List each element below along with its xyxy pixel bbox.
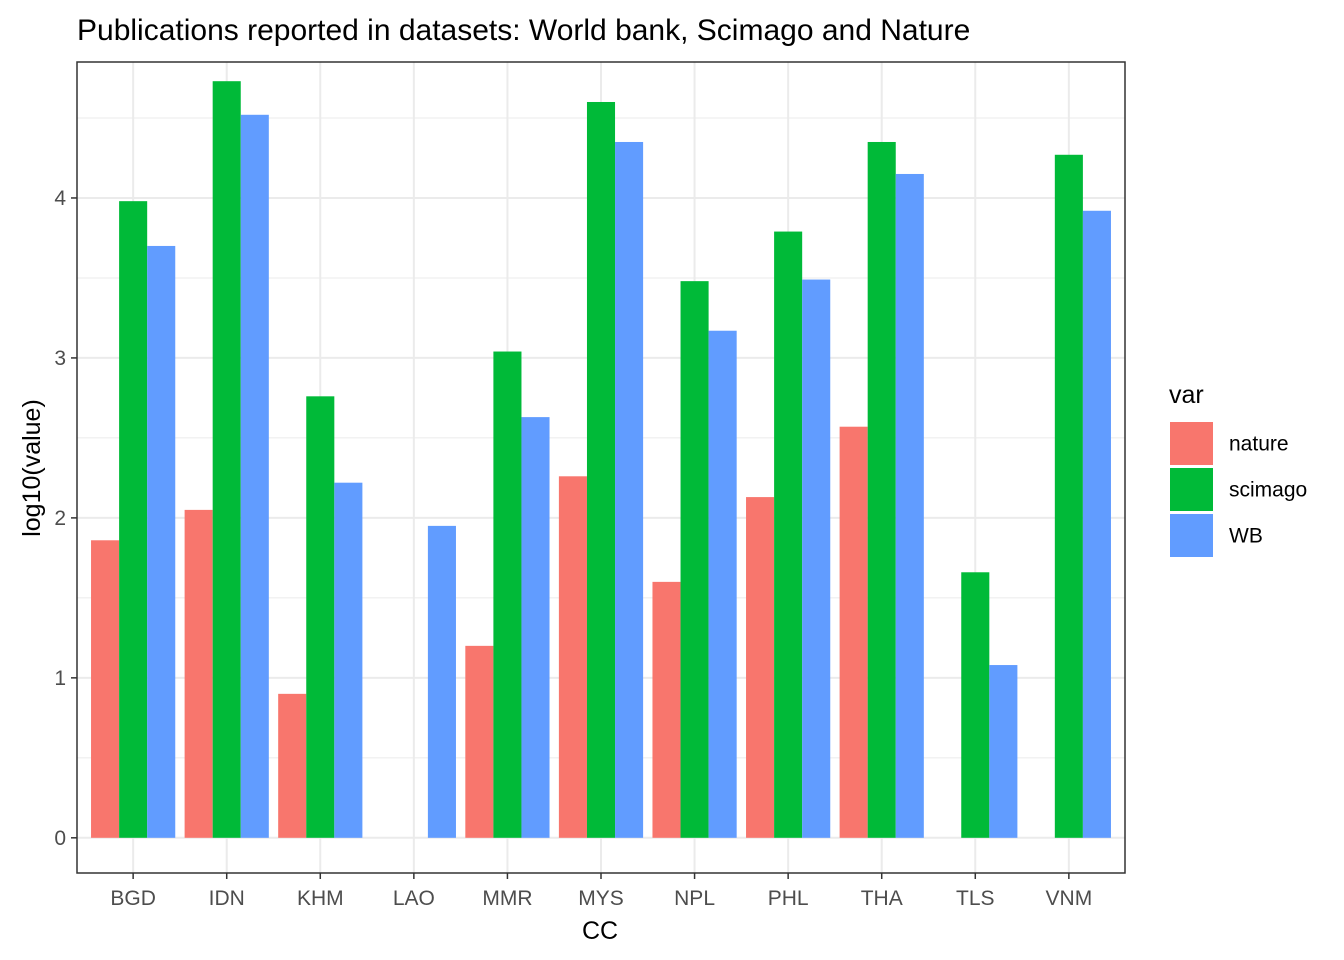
x-tick-label: MYS (578, 887, 624, 910)
bar-nature-mmr (465, 645, 494, 838)
y-tick-label: 4 (54, 187, 66, 210)
bar-scimago-mmr (493, 351, 522, 838)
legend-label-wb: WB (1229, 525, 1263, 548)
x-tick-label: MMR (482, 887, 532, 910)
x-tick-label: IDN (209, 887, 245, 910)
x-tick-label: THA (861, 887, 903, 910)
legend-key-wb (1170, 514, 1213, 557)
bar-wb-khm (334, 482, 363, 838)
x-tick-label: KHM (297, 887, 344, 910)
bar-scimago-khm (306, 396, 335, 838)
x-tick-label: NPL (674, 887, 715, 910)
bar-nature-phl (746, 497, 775, 838)
legend-key-scimago (1170, 468, 1213, 511)
bar-nature-bgd (91, 540, 120, 838)
y-tick-label: 1 (54, 667, 66, 690)
bar-wb-tha (895, 173, 924, 838)
bar-nature-npl (652, 581, 681, 838)
legend: var nature scimago WB (1169, 381, 1307, 557)
y-tick-label: 3 (54, 347, 66, 370)
plot-area: 0 1 2 3 4 BGD IDN KHM LAO MMR MYS NPL PHL THA TLS VNM (54, 61, 1126, 910)
bar-scimago-idn (212, 81, 241, 838)
bar-scimago-phl (774, 231, 803, 838)
legend-label-scimago: scimago (1229, 479, 1307, 502)
y-tick-label: 0 (54, 827, 66, 850)
bar-scimago-mys (586, 101, 616, 838)
bar-scimago-vnm (1054, 154, 1083, 838)
bar-wb-tls (989, 665, 1018, 838)
x-tick-label: BGD (110, 887, 156, 910)
bar-wb-bgd (147, 245, 176, 838)
bar-wb-vnm (1082, 210, 1111, 838)
bar-scimago-npl (680, 281, 709, 838)
x-tick-label: PHL (768, 887, 809, 910)
x-tick-label: TLS (956, 887, 995, 910)
bar-nature-mys (558, 476, 587, 838)
bar-scimago-bgd (119, 201, 148, 838)
legend-label-nature: nature (1229, 433, 1289, 456)
bar-wb-npl (708, 330, 737, 838)
legend-key-nature (1170, 422, 1213, 465)
bar-wb-mys (615, 141, 644, 838)
bar-nature-khm (278, 693, 307, 838)
legend-title: var (1169, 381, 1204, 409)
y-axis-title: log10(value) (18, 399, 46, 537)
bar-scimago-tls (961, 572, 990, 838)
bar-wb-idn (240, 114, 269, 838)
chart-title: Publications reported in datasets: World… (77, 14, 970, 47)
bar-wb-mmr (521, 417, 550, 838)
y-tick-label: 2 (54, 507, 66, 530)
x-tick-label: LAO (393, 887, 435, 910)
bar-wb-phl (802, 279, 831, 838)
x-axis-title: CC (582, 917, 618, 945)
bar-wb-lao (427, 525, 456, 838)
bar-nature-tha (839, 426, 868, 838)
x-tick-label: VNM (1046, 887, 1093, 910)
bar-scimago-tha (867, 141, 896, 838)
bar-nature-idn (184, 509, 213, 838)
